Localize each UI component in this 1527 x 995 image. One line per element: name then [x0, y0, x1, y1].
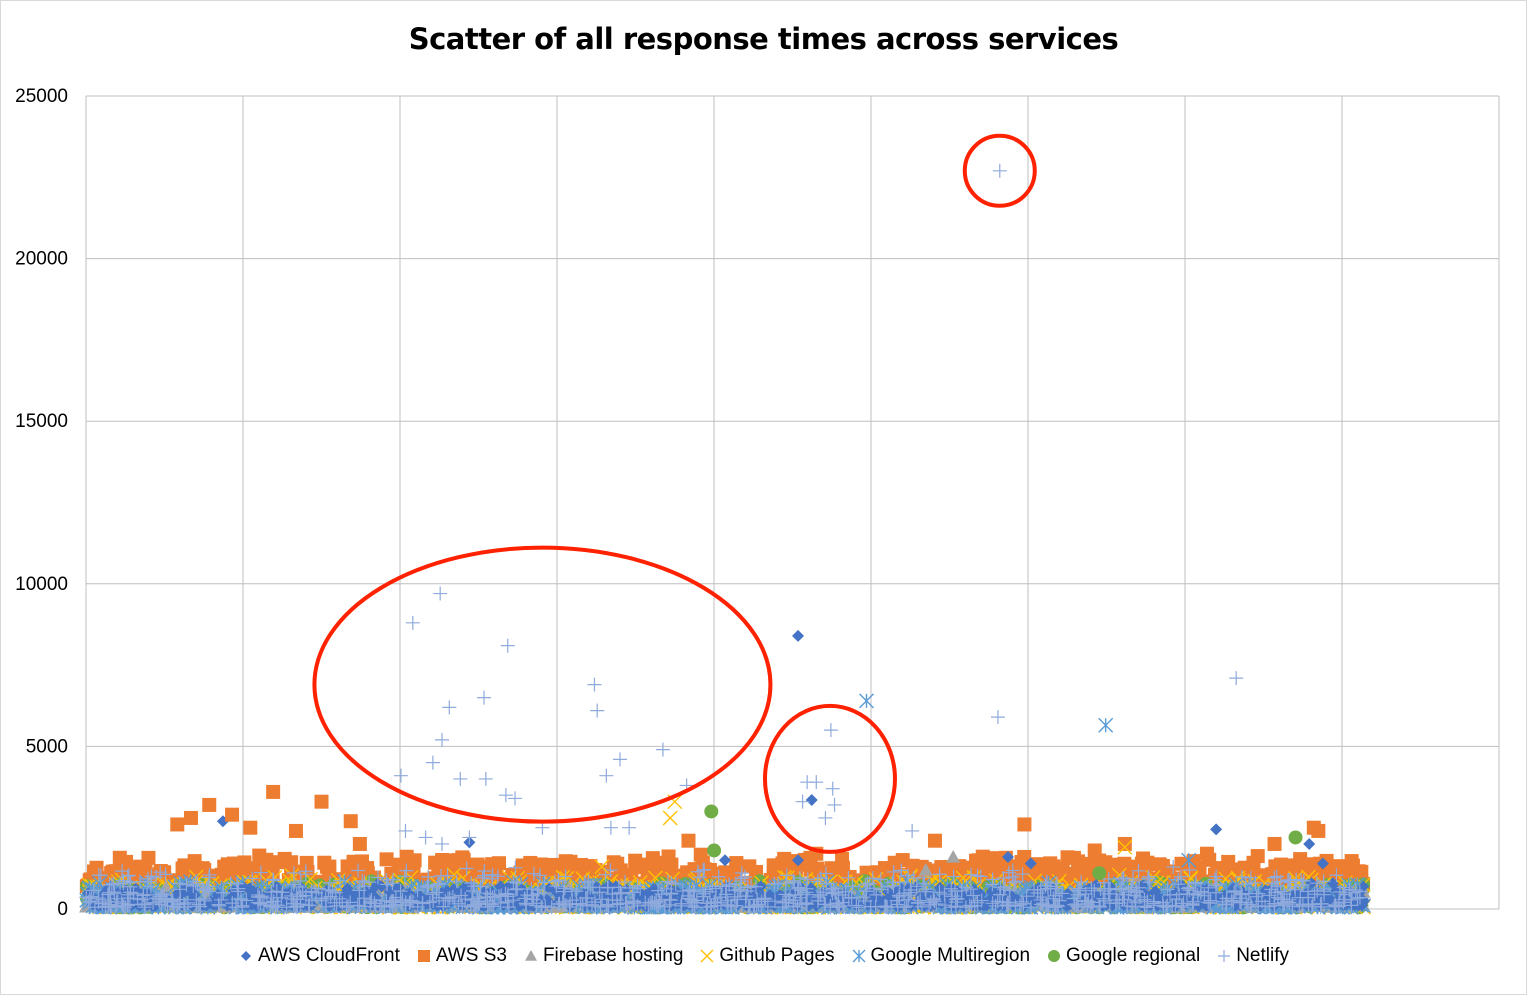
- chart-title: Scatter of all response times across ser…: [408, 22, 1119, 56]
- data-point: [197, 863, 212, 878]
- data-point: [259, 852, 274, 867]
- data-point: [583, 859, 598, 874]
- data-point: [835, 860, 850, 875]
- data-point: [282, 873, 298, 889]
- data-point: [284, 868, 300, 884]
- data-point: [478, 860, 493, 875]
- data-point: [1060, 850, 1075, 865]
- data-point: [89, 860, 104, 875]
- data-point: [966, 869, 982, 885]
- data-point: [779, 858, 794, 873]
- data-point: [391, 857, 406, 872]
- data-point: [217, 859, 232, 874]
- data-point: [1055, 863, 1070, 878]
- y-tick-label: 5000: [26, 736, 68, 757]
- data-point: [640, 857, 655, 872]
- y-tick-label: 0: [57, 899, 68, 920]
- data-point: [1078, 856, 1093, 871]
- data-point: [177, 862, 192, 877]
- data-point: [975, 849, 990, 864]
- data-point: [1155, 858, 1170, 873]
- data-point: [1148, 886, 1161, 899]
- data-point: [1136, 851, 1151, 866]
- data-point: [905, 858, 920, 873]
- gridlines: [85, 95, 1500, 910]
- data-point: [340, 859, 355, 874]
- y-tick-label: 20000: [15, 249, 68, 270]
- y-tick-label: 10000: [15, 574, 68, 595]
- data-point: [133, 859, 148, 874]
- data-point: [1109, 857, 1124, 872]
- data-point: [1098, 855, 1113, 870]
- data-point: [271, 855, 286, 870]
- data-point: [229, 862, 244, 877]
- data-point: [379, 852, 394, 867]
- data-point: [1237, 860, 1252, 875]
- data-point: [1302, 858, 1317, 873]
- data-point: [319, 859, 334, 874]
- data-point: [628, 853, 643, 868]
- data-point: [742, 859, 757, 874]
- data-point: [606, 855, 621, 870]
- y-tick-label: 25000: [15, 86, 68, 107]
- data-point: [661, 849, 676, 864]
- data-point: [1017, 849, 1032, 864]
- data-point: [660, 864, 675, 879]
- data-point: [1025, 866, 1040, 881]
- data-point: [1268, 859, 1283, 874]
- y-tick-label: 15000: [15, 411, 68, 432]
- data-point: [1344, 854, 1359, 869]
